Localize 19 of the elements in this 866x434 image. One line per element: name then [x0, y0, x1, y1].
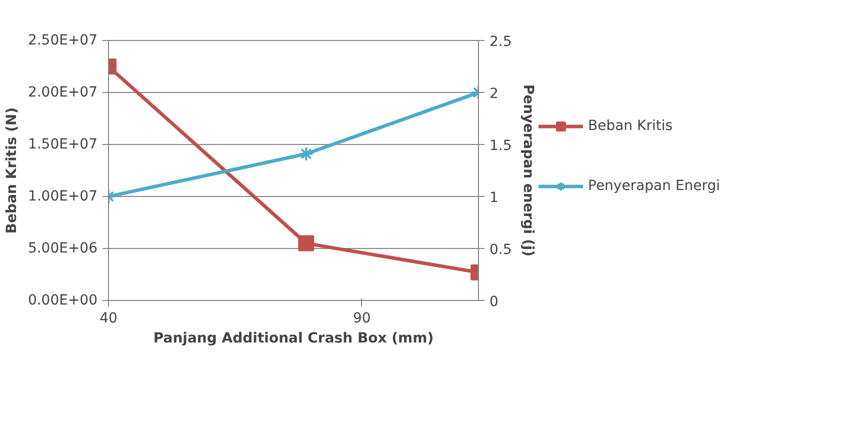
y2-tick-label: 0 — [490, 294, 498, 310]
y2-tick-label: 1.5 — [490, 138, 512, 154]
y-tick-label: 1.50E+07 — [28, 136, 98, 152]
y-tick-label: 5.00E+06 — [28, 240, 98, 256]
y-axis-title: Beban Kritis (N) — [4, 107, 20, 234]
x-axis-title: Panjang Additional Crash Box (mm) — [153, 330, 434, 346]
x-tick-label: 40 — [100, 310, 118, 326]
y2-axis-title: Penyerapan energi (j) — [520, 84, 536, 257]
y2-tick-label: 2 — [490, 86, 498, 102]
y2-tick-label: 2.5 — [490, 34, 512, 50]
legend-label: Penyerapan Energi — [588, 178, 720, 194]
y2-tick-label: 1 — [490, 190, 498, 206]
legend-label: Beban Kritis — [588, 118, 673, 134]
y-tick-label: 2.50E+07 — [28, 32, 98, 48]
y-tick-label: 0.00E+00 — [28, 292, 98, 308]
y2-tick-label: 0.5 — [490, 242, 512, 258]
x-tick-label: 90 — [353, 310, 371, 326]
y-tick-label: 2.00E+07 — [28, 84, 98, 100]
y-tick-label: 1.00E+07 — [28, 188, 98, 204]
